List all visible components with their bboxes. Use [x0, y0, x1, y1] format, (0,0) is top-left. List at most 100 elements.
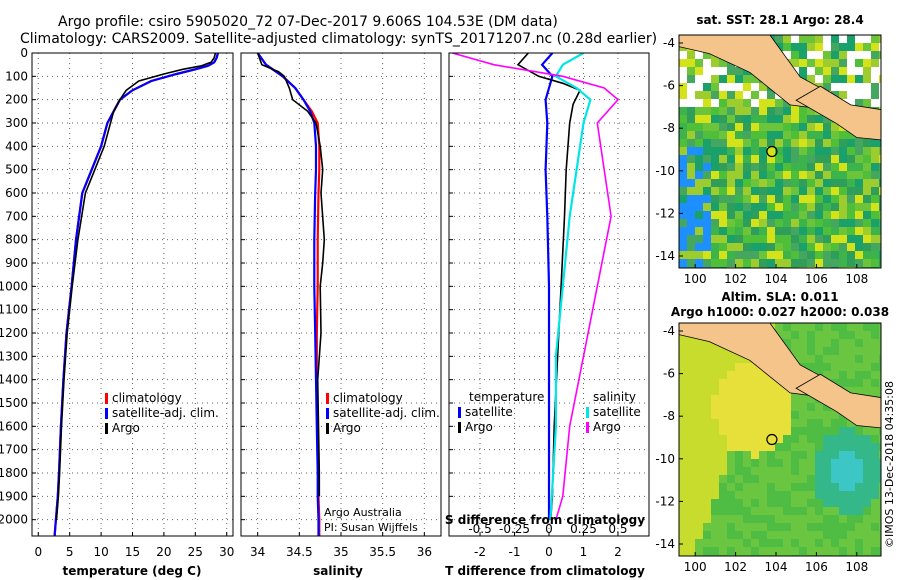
map-cell — [695, 51, 703, 59]
map-cell — [687, 459, 695, 467]
map-cell — [687, 259, 695, 267]
map-cell — [759, 539, 767, 547]
map-cell — [719, 491, 727, 499]
map-cell — [735, 211, 743, 219]
map-cell — [839, 155, 847, 163]
map-cell — [847, 475, 855, 483]
map-cell — [687, 363, 695, 371]
map-cell — [735, 227, 743, 235]
map-cell — [839, 475, 847, 483]
map-cell — [799, 147, 807, 155]
map-cell — [775, 35, 783, 43]
map-cell — [783, 507, 791, 515]
legend-label: Argo — [593, 420, 621, 434]
map-cell — [799, 451, 807, 459]
map-cell — [879, 91, 881, 99]
map-cell — [703, 203, 711, 211]
map-cell — [751, 179, 759, 187]
map-cell — [767, 115, 775, 123]
map-cell — [695, 187, 703, 195]
legend-label: climatology — [333, 391, 403, 405]
map-cell — [751, 243, 759, 251]
map-cell — [815, 147, 823, 155]
map-cell — [711, 491, 719, 499]
map-cell — [871, 227, 879, 235]
map-cell — [775, 163, 783, 171]
map-cell — [799, 459, 807, 467]
map-cell — [775, 139, 783, 147]
map-cell — [703, 51, 711, 59]
map-cell — [863, 435, 871, 443]
map-cell — [791, 539, 799, 547]
panel-border — [31, 52, 234, 537]
map-cell — [807, 483, 815, 491]
map-cell — [695, 123, 703, 131]
map-cell — [759, 211, 767, 219]
map-cell — [695, 139, 703, 147]
map-cell — [687, 123, 695, 131]
map-cell — [687, 547, 695, 555]
map-cell — [871, 43, 879, 51]
map-cell — [855, 219, 863, 227]
map-x-tick-label: 104 — [765, 560, 788, 574]
map-cell — [807, 443, 815, 451]
map-cell — [727, 539, 735, 547]
x-tick-label: 2 — [614, 545, 622, 559]
map-cell — [735, 243, 743, 251]
map-cell — [807, 403, 815, 411]
map-cell — [783, 331, 791, 339]
map-cell — [687, 411, 695, 419]
map-cell — [839, 363, 847, 371]
map-cell — [855, 147, 863, 155]
map-cell — [711, 67, 719, 75]
map-cell — [727, 491, 735, 499]
map-cell — [759, 371, 767, 379]
map-cell — [815, 259, 823, 267]
map-cell — [711, 83, 719, 91]
map-cell — [807, 171, 815, 179]
map-cell — [799, 531, 807, 539]
map-cell — [711, 171, 719, 179]
map-cell — [847, 91, 855, 99]
map-cell — [831, 427, 839, 435]
map-cell — [791, 187, 799, 195]
map-cell — [703, 371, 711, 379]
map-cell — [735, 507, 743, 515]
map-cell — [791, 427, 799, 435]
map-cell — [735, 427, 743, 435]
map-cell — [775, 115, 783, 123]
map-cell — [863, 75, 871, 83]
map-cell — [679, 459, 687, 467]
map-cell — [743, 99, 751, 107]
legend-swatch — [326, 408, 329, 419]
map-cell — [823, 187, 831, 195]
map-cell — [759, 171, 767, 179]
map-cell — [831, 139, 839, 147]
map-cell — [735, 99, 743, 107]
map-cell — [719, 219, 727, 227]
map-cell — [679, 475, 687, 483]
legend-title-salinity: salinity — [593, 390, 636, 404]
map-cell — [839, 131, 847, 139]
map-cell — [679, 467, 687, 475]
map-cell — [711, 211, 719, 219]
map-cell — [775, 467, 783, 475]
map-cell — [799, 131, 807, 139]
map-cell — [871, 203, 879, 211]
map-cell — [879, 507, 881, 515]
map-cell — [831, 179, 839, 187]
map-cell — [855, 83, 863, 91]
map-cell — [759, 99, 767, 107]
map-cell — [679, 155, 687, 163]
map-cell — [799, 483, 807, 491]
map-cell — [719, 75, 727, 83]
panel-border — [240, 52, 442, 537]
map-cell — [703, 147, 711, 155]
map-cell — [871, 355, 879, 363]
map-cell — [871, 475, 879, 483]
map-cell — [847, 387, 855, 395]
map-cell — [743, 411, 751, 419]
map-cell — [855, 355, 863, 363]
map-cell — [711, 147, 719, 155]
map-cell — [847, 251, 855, 259]
